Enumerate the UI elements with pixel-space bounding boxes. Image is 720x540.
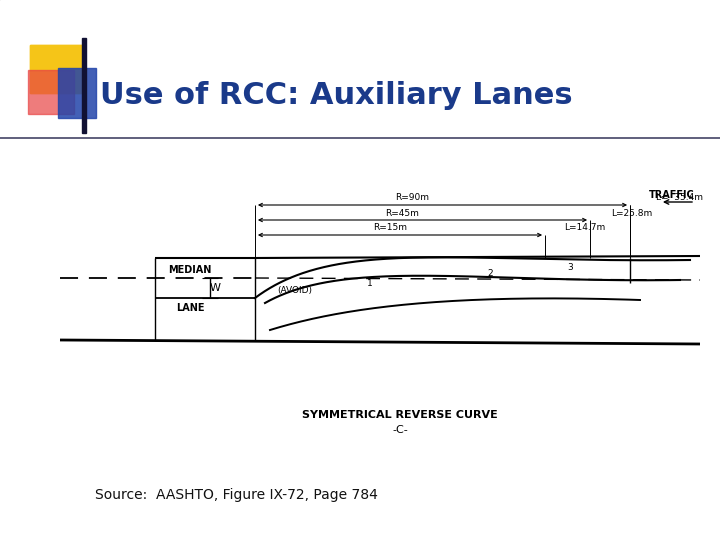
Text: Source:  AASHTO, Figure IX-72, Page 784: Source: AASHTO, Figure IX-72, Page 784 — [95, 488, 378, 502]
Text: L=25.8m: L=25.8m — [611, 208, 652, 218]
Text: 1: 1 — [367, 279, 373, 287]
Text: (AVOID): (AVOID) — [277, 286, 312, 294]
Bar — [30, 45, 82, 93]
Text: TRAFFIC: TRAFFIC — [649, 190, 695, 200]
Text: 3: 3 — [567, 264, 573, 273]
Bar — [58, 68, 96, 118]
Bar — [30, 45, 82, 93]
Text: -C-: -C- — [392, 425, 408, 435]
Text: SYMMETRICAL REVERSE CURVE: SYMMETRICAL REVERSE CURVE — [302, 410, 498, 420]
Text: 2: 2 — [487, 268, 492, 278]
Bar — [28, 70, 74, 114]
Text: Use of RCC: Auxiliary Lanes: Use of RCC: Auxiliary Lanes — [100, 80, 572, 110]
Text: MEDIAN: MEDIAN — [168, 265, 212, 275]
Text: L=14.7m: L=14.7m — [564, 224, 606, 233]
Bar — [82, 38, 86, 133]
Text: L=  35.4m: L= 35.4m — [657, 193, 703, 202]
Text: LANE: LANE — [176, 303, 204, 313]
Text: R=90m: R=90m — [395, 193, 430, 202]
Text: W: W — [210, 283, 220, 293]
Text: R=45m: R=45m — [386, 208, 420, 218]
Text: R=15m: R=15m — [373, 224, 407, 233]
